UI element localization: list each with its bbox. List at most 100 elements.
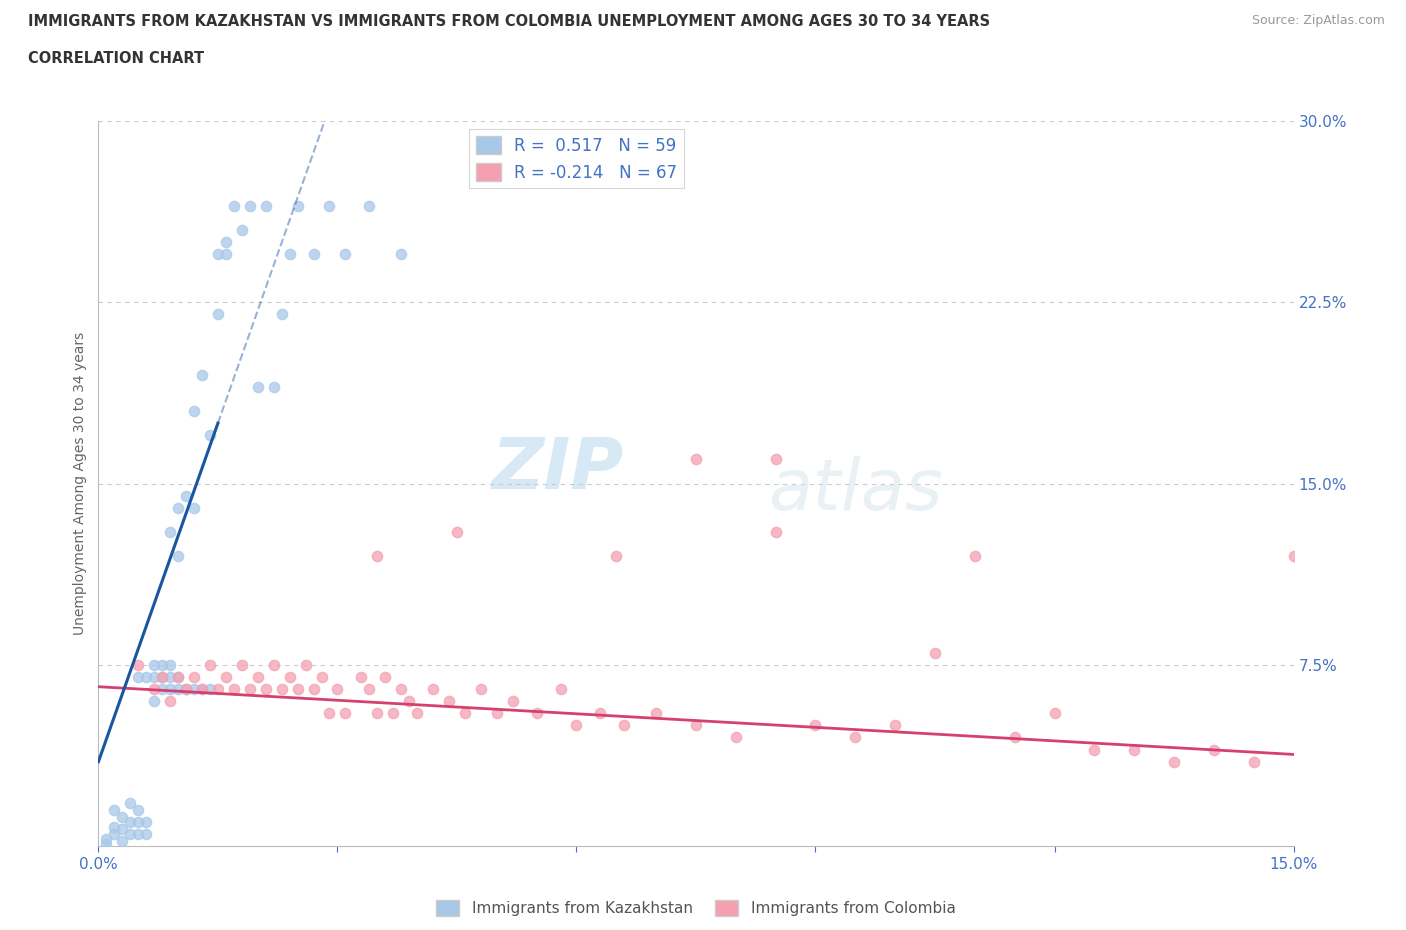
Point <box>302 682 325 697</box>
Point <box>103 803 125 817</box>
Point <box>111 810 134 825</box>
Point <box>111 822 134 837</box>
Text: CORRELATION CHART: CORRELATION CHART <box>28 51 204 66</box>
Point <box>231 222 253 237</box>
Point <box>191 367 214 382</box>
Text: ZIP: ZIP <box>492 434 624 503</box>
Y-axis label: Unemployment Among Ages 30 to 34 years: Unemployment Among Ages 30 to 34 years <box>73 332 87 635</box>
Point <box>374 670 396 684</box>
Point <box>565 718 588 733</box>
Point <box>765 525 787 539</box>
Point <box>96 831 118 846</box>
Point <box>191 682 214 697</box>
Point <box>159 694 181 709</box>
Point <box>645 706 668 721</box>
Point <box>207 682 229 697</box>
Point <box>1282 549 1305 564</box>
Point <box>120 795 142 810</box>
Point <box>550 682 572 697</box>
Point <box>143 694 166 709</box>
Point <box>278 246 301 261</box>
Point <box>167 670 190 684</box>
Point <box>446 525 468 539</box>
Point <box>470 682 492 697</box>
Point <box>150 670 173 684</box>
Point <box>159 658 181 672</box>
Point <box>111 834 134 849</box>
Point <box>143 682 166 697</box>
Point <box>502 694 524 709</box>
Point <box>174 682 197 697</box>
Point <box>326 682 349 697</box>
Point <box>167 500 190 515</box>
Point <box>1043 706 1066 721</box>
Point <box>263 379 285 394</box>
Point <box>96 836 118 851</box>
Point <box>389 682 412 697</box>
Point <box>1202 742 1225 757</box>
Point <box>127 658 149 672</box>
Point <box>143 670 166 684</box>
Point <box>318 198 340 213</box>
Point <box>135 815 157 830</box>
Point <box>844 730 866 745</box>
Point <box>222 198 245 213</box>
Point <box>924 645 946 660</box>
Point <box>1243 754 1265 769</box>
Point <box>103 819 125 834</box>
Point <box>167 682 190 697</box>
Point <box>454 706 477 721</box>
Point <box>765 452 787 467</box>
Text: IMMIGRANTS FROM KAZAKHSTAN VS IMMIGRANTS FROM COLOMBIA UNEMPLOYMENT AMONG AGES 3: IMMIGRANTS FROM KAZAKHSTAN VS IMMIGRANTS… <box>28 14 990 29</box>
Point <box>359 682 381 697</box>
Point <box>215 246 238 261</box>
Text: Source: ZipAtlas.com: Source: ZipAtlas.com <box>1251 14 1385 27</box>
Point <box>198 682 221 697</box>
Point <box>335 706 357 721</box>
Point <box>239 198 262 213</box>
Point <box>127 803 149 817</box>
Point <box>239 682 262 697</box>
Point <box>183 682 205 697</box>
Point <box>724 730 747 745</box>
Point <box>127 815 149 830</box>
Point <box>278 670 301 684</box>
Point <box>231 658 253 672</box>
Point <box>254 682 277 697</box>
Point <box>1123 742 1146 757</box>
Point <box>311 670 333 684</box>
Legend: Immigrants from Kazakhstan, Immigrants from Colombia: Immigrants from Kazakhstan, Immigrants f… <box>430 894 962 922</box>
Point <box>174 488 197 503</box>
Point <box>207 246 229 261</box>
Point <box>270 307 292 322</box>
Point <box>398 694 420 709</box>
Point <box>359 198 381 213</box>
Point <box>1083 742 1105 757</box>
Point <box>526 706 548 721</box>
Point <box>406 706 429 721</box>
Point <box>246 670 269 684</box>
Point <box>294 658 316 672</box>
Point <box>159 682 181 697</box>
Point <box>159 670 181 684</box>
Point <box>350 670 373 684</box>
Point <box>183 500 205 515</box>
Point <box>215 234 238 249</box>
Point <box>287 198 309 213</box>
Point <box>150 658 173 672</box>
Point <box>191 682 214 697</box>
Point <box>167 670 190 684</box>
Point <box>174 682 197 697</box>
Point <box>135 827 157 842</box>
Point <box>884 718 907 733</box>
Point <box>207 307 229 322</box>
Point <box>422 682 444 697</box>
Point <box>135 670 157 684</box>
Point <box>120 815 142 830</box>
Point <box>1163 754 1185 769</box>
Point <box>103 827 125 842</box>
Point <box>222 682 245 697</box>
Point <box>127 827 149 842</box>
Point <box>804 718 827 733</box>
Point <box>366 549 388 564</box>
